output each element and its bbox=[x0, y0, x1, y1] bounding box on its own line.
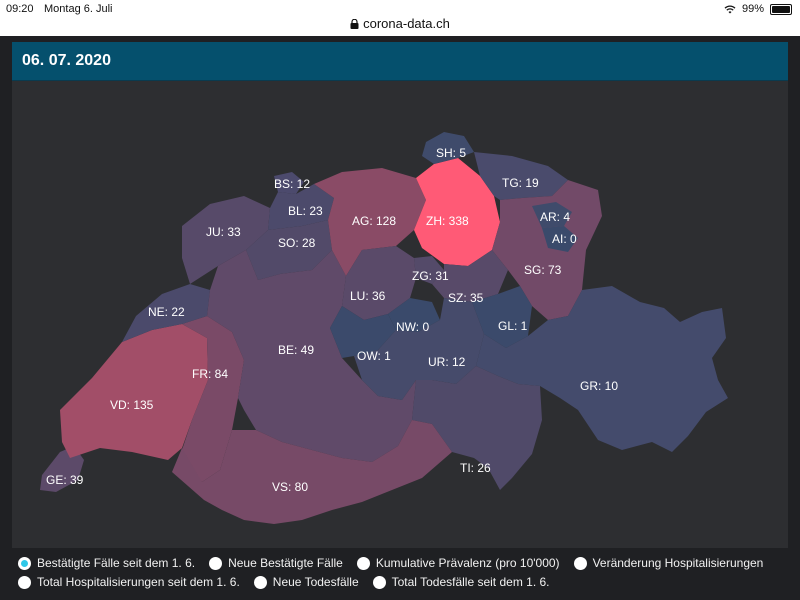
label-so: SO: 28 bbox=[278, 236, 316, 250]
metric-row-1: Bestätigte Fälle seit dem 1. 6. Neue Bes… bbox=[18, 556, 788, 570]
canton-sz[interactable] bbox=[432, 250, 508, 302]
battery-percent: 99% bbox=[741, 3, 764, 15]
canton-ne[interactable] bbox=[122, 284, 210, 342]
canton-tg[interactable] bbox=[474, 152, 568, 200]
label-ne: NE: 22 bbox=[148, 305, 185, 319]
label-ju: JU: 33 bbox=[206, 225, 241, 239]
radio-icon[interactable] bbox=[253, 575, 267, 589]
date-label: 06. 07. 2020 bbox=[22, 52, 111, 69]
label-ai: AI: 0 bbox=[552, 232, 577, 246]
label-nw: NW: 0 bbox=[396, 320, 429, 334]
label-sz: SZ: 35 bbox=[448, 291, 484, 305]
canton-zh[interactable] bbox=[414, 158, 500, 266]
canton-gl[interactable] bbox=[472, 286, 532, 348]
label-ur: UR: 12 bbox=[428, 355, 466, 369]
radio-icon[interactable] bbox=[18, 575, 31, 589]
option-total-hospitalisierungen[interactable]: Total Hospitalisierungen seit dem 1. 6. bbox=[18, 575, 240, 589]
option-label: Neue Bestätigte Fälle bbox=[228, 556, 343, 570]
option-label: Kumulative Prävalenz (pro 10'000) bbox=[375, 556, 560, 570]
canton-so[interactable] bbox=[246, 220, 332, 280]
option-neue-todesfaelle[interactable]: Neue Todesfälle bbox=[253, 575, 359, 589]
label-ar: AR: 4 bbox=[540, 210, 570, 224]
canton-nw[interactable] bbox=[388, 298, 440, 332]
option-label: Total Hospitalisierungen seit dem 1. 6. bbox=[37, 575, 240, 589]
label-zg: ZG: 31 bbox=[412, 269, 449, 283]
page: 06. 07. 2020 bbox=[0, 36, 800, 600]
metric-selector: Bestätigte Fälle seit dem 1. 6. Neue Bes… bbox=[18, 556, 788, 594]
label-lu: LU: 36 bbox=[350, 289, 386, 303]
canton-fr[interactable] bbox=[180, 316, 244, 482]
battery-icon bbox=[770, 3, 792, 15]
label-sh: SH: 5 bbox=[436, 146, 466, 160]
radio-icon[interactable] bbox=[573, 556, 587, 570]
address-bar[interactable]: corona-data.ch bbox=[0, 16, 800, 31]
status-bar: 09:20 Montag 6. Juli 99% corona-data.ch bbox=[0, 0, 800, 36]
option-label: Veränderung Hospitalisierungen bbox=[592, 556, 764, 570]
label-sg: SG: 73 bbox=[524, 263, 562, 277]
canton-bs[interactable] bbox=[274, 172, 304, 194]
map-date-header: 06. 07. 2020 bbox=[12, 42, 788, 81]
canton-sh[interactable] bbox=[422, 132, 474, 164]
label-bl: BL: 23 bbox=[288, 204, 323, 218]
canton-ju[interactable] bbox=[182, 196, 270, 284]
option-neue-bestaetigte-faelle[interactable]: Neue Bestätigte Fälle bbox=[209, 556, 343, 570]
radio-icon[interactable] bbox=[18, 556, 31, 570]
canton-zg[interactable] bbox=[414, 256, 444, 284]
canton-sg[interactable] bbox=[492, 180, 602, 320]
label-fr: FR: 84 bbox=[192, 367, 228, 381]
metric-row-2: Total Hospitalisierungen seit dem 1. 6. … bbox=[18, 575, 788, 589]
canton-ar[interactable] bbox=[532, 202, 572, 228]
canton-labels: SH: 5 BS: 12 TG: 19 BL: 23 AG: 128 ZH: 3… bbox=[46, 146, 618, 494]
radio-icon[interactable] bbox=[372, 575, 386, 589]
radio-icon[interactable] bbox=[356, 556, 370, 570]
canton-lu[interactable] bbox=[342, 246, 416, 320]
status-indicators: 99% bbox=[724, 3, 792, 15]
label-vd: VD: 135 bbox=[110, 398, 154, 412]
canton-ur[interactable] bbox=[354, 298, 484, 400]
canton-vs[interactable] bbox=[172, 420, 452, 524]
label-gr: GR: 10 bbox=[580, 379, 618, 393]
switzerland-canton-map: SH: 5 BS: 12 TG: 19 BL: 23 AG: 128 ZH: 3… bbox=[40, 132, 728, 524]
option-kumulative-praevalenz[interactable]: Kumulative Prävalenz (pro 10'000) bbox=[356, 556, 560, 570]
map-card: 06. 07. 2020 bbox=[12, 42, 788, 548]
canton-gr[interactable] bbox=[476, 286, 728, 452]
canton-ow[interactable] bbox=[330, 306, 396, 358]
lock-icon bbox=[350, 19, 359, 29]
option-label: Neue Todesfälle bbox=[272, 575, 359, 589]
canton-ti[interactable] bbox=[412, 366, 542, 490]
canton-ai[interactable] bbox=[542, 226, 578, 252]
option-total-todesfaelle[interactable]: Total Todesfälle seit dem 1. 6. bbox=[372, 575, 550, 589]
canton-ge[interactable] bbox=[40, 446, 84, 492]
option-veraenderung-hospitalisierungen[interactable]: Veränderung Hospitalisierungen bbox=[573, 556, 764, 570]
label-ge: GE: 39 bbox=[46, 473, 84, 487]
label-bs: BS: 12 bbox=[274, 177, 310, 191]
option-label: Total Todesfälle seit dem 1. 6. bbox=[391, 575, 550, 589]
label-gl: GL: 1 bbox=[498, 319, 528, 333]
canton-bl[interactable] bbox=[268, 184, 334, 230]
label-zh: ZH: 338 bbox=[426, 214, 469, 228]
option-label: Bestätigte Fälle seit dem 1. 6. bbox=[37, 556, 196, 570]
label-ag: AG: 128 bbox=[352, 214, 396, 228]
label-ti: TI: 26 bbox=[460, 461, 491, 475]
radio-icon[interactable] bbox=[209, 556, 223, 570]
option-bestaetigte-faelle[interactable]: Bestätigte Fälle seit dem 1. 6. bbox=[18, 556, 195, 570]
canton-ag[interactable] bbox=[314, 168, 426, 276]
status-date: Montag 6. Juli bbox=[44, 3, 113, 15]
wifi-icon bbox=[724, 4, 736, 13]
label-tg: TG: 19 bbox=[502, 176, 539, 190]
label-ow: OW: 1 bbox=[357, 349, 391, 363]
label-vs: VS: 80 bbox=[272, 480, 308, 494]
canton-vd[interactable] bbox=[60, 324, 208, 460]
url-text: corona-data.ch bbox=[363, 16, 450, 31]
canton-be[interactable] bbox=[207, 250, 416, 462]
clock-time: 09:20 bbox=[6, 3, 34, 15]
label-be: BE: 49 bbox=[278, 343, 314, 357]
